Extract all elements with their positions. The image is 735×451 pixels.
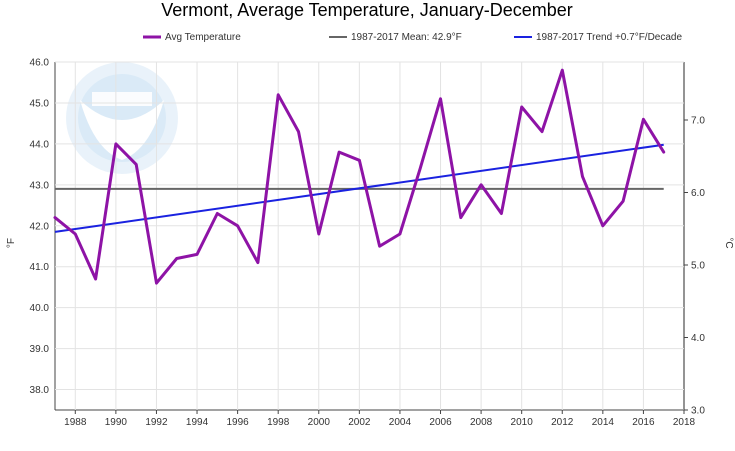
avg-temperature-point[interactable] [173, 255, 181, 263]
avg-temperature-point[interactable] [518, 103, 526, 111]
x-tick-label: 2016 [632, 417, 655, 428]
noaa-logo-bird-shape [80, 100, 164, 160]
x-tick-label: 2010 [511, 417, 534, 428]
avg-temperature-point[interactable] [51, 214, 59, 222]
avg-temperature-point[interactable] [234, 222, 242, 230]
avg-temperature-point[interactable] [639, 115, 647, 123]
y-right-tick-label: 5.0 [691, 261, 705, 272]
avg-temperature-point[interactable] [71, 230, 79, 238]
y-right-tick-label: 7.0 [691, 116, 705, 127]
tick-labels: 38.0 39.0 40.0 41.0 42.0 43.0 44.0 45.0 46.0 1988… [30, 58, 706, 429]
y-tick-label: 38.0 [30, 385, 50, 396]
avg-temperature-line[interactable] [53, 68, 666, 285]
y-axis-label-right: °C [723, 237, 734, 248]
y-tick-label: 40.0 [30, 303, 50, 314]
noaa-logo-wordmark [92, 92, 152, 106]
x-tick-label: 1996 [226, 417, 249, 428]
avg-temperature-point[interactable] [213, 209, 221, 217]
y-right-tick-label: 4.0 [691, 333, 705, 344]
x-tick-label: 2018 [673, 417, 696, 428]
x-tick-label: 2006 [429, 417, 452, 428]
series-lines [51, 66, 668, 287]
x-tick-label: 1994 [186, 417, 209, 428]
avg-temperature-point[interactable] [497, 209, 505, 217]
avg-temperature-point[interactable] [92, 275, 100, 283]
y-axis-label-left: °F [6, 238, 17, 248]
x-tick-label: 1998 [267, 417, 290, 428]
avg-temperature-point[interactable] [254, 259, 262, 267]
y-tick-label: 46.0 [30, 58, 50, 69]
x-tick-label: 1992 [145, 417, 168, 428]
y-tick-label: 41.0 [30, 262, 50, 273]
legend-label-mean: 1987-2017 Mean: 42.9°F [351, 32, 462, 43]
avg-temperature-point[interactable] [112, 140, 120, 148]
avg-temperature-point[interactable] [538, 128, 546, 136]
avg-temperature-point[interactable] [152, 279, 160, 287]
avg-temperature-point[interactable] [477, 181, 485, 189]
x-tick-label: 2004 [389, 417, 412, 428]
y-tick-label: 45.0 [30, 98, 50, 109]
x-tick-label: 1990 [105, 417, 128, 428]
x-tick-label: 2002 [348, 417, 371, 428]
y-right-tick-label: 3.0 [691, 406, 705, 417]
avg-temperature-point[interactable] [355, 156, 363, 164]
noaa-logo-outer-ring [66, 62, 178, 174]
noaa-logo [66, 62, 178, 174]
legend: Avg Temperature 1987-2017 Mean: 42.9°F 1… [143, 32, 682, 43]
x-tick-label: 2000 [308, 417, 331, 428]
avg-temperature-point[interactable] [274, 91, 282, 99]
avg-temperature-point[interactable] [294, 128, 302, 136]
avg-temperature-point[interactable] [132, 160, 140, 168]
legend-item-mean[interactable]: 1987-2017 Mean: 42.9°F [329, 32, 462, 43]
x-tick-label: 1988 [64, 417, 87, 428]
legend-item-trend[interactable]: 1987-2017 Trend +0.7°F/Decade [514, 32, 682, 43]
legend-label-trend: 1987-2017 Trend +0.7°F/Decade [536, 32, 682, 43]
y-tick-label: 44.0 [30, 139, 50, 150]
avg-temperature-point[interactable] [335, 148, 343, 156]
avg-temperature-point[interactable] [416, 164, 424, 172]
x-tick-label: 2014 [592, 417, 615, 428]
y-tick-label: 42.0 [30, 221, 50, 232]
avg-temperature-point[interactable] [193, 250, 201, 258]
y-tick-label: 43.0 [30, 180, 50, 191]
x-tick-label: 2008 [470, 417, 493, 428]
grid-lines [55, 61, 685, 410]
avg-temperature-point[interactable] [376, 242, 384, 250]
chart-title: Vermont, Average Temperature, January-De… [161, 0, 573, 20]
trend-line [54, 143, 664, 233]
y-tick-label: 39.0 [30, 344, 50, 355]
legend-item-avg-temperature[interactable]: Avg Temperature [143, 32, 241, 43]
avg-temperature-point[interactable] [457, 214, 465, 222]
avg-temperature-point[interactable] [619, 197, 627, 205]
avg-temperature-point[interactable] [396, 230, 404, 238]
avg-temperature-point[interactable] [437, 95, 445, 103]
x-tick-label: 2012 [551, 417, 574, 428]
avg-temperature-point[interactable] [315, 230, 323, 238]
avg-temperature-point[interactable] [579, 173, 587, 181]
avg-temperature-point[interactable] [599, 222, 607, 230]
avg-temperature-point[interactable] [660, 148, 668, 156]
y-right-tick-label: 6.0 [691, 188, 705, 199]
noaa-logo-inner-disc [78, 74, 166, 162]
avg-temperature-point[interactable] [558, 66, 566, 74]
legend-label-avg-temperature: Avg Temperature [165, 32, 241, 43]
